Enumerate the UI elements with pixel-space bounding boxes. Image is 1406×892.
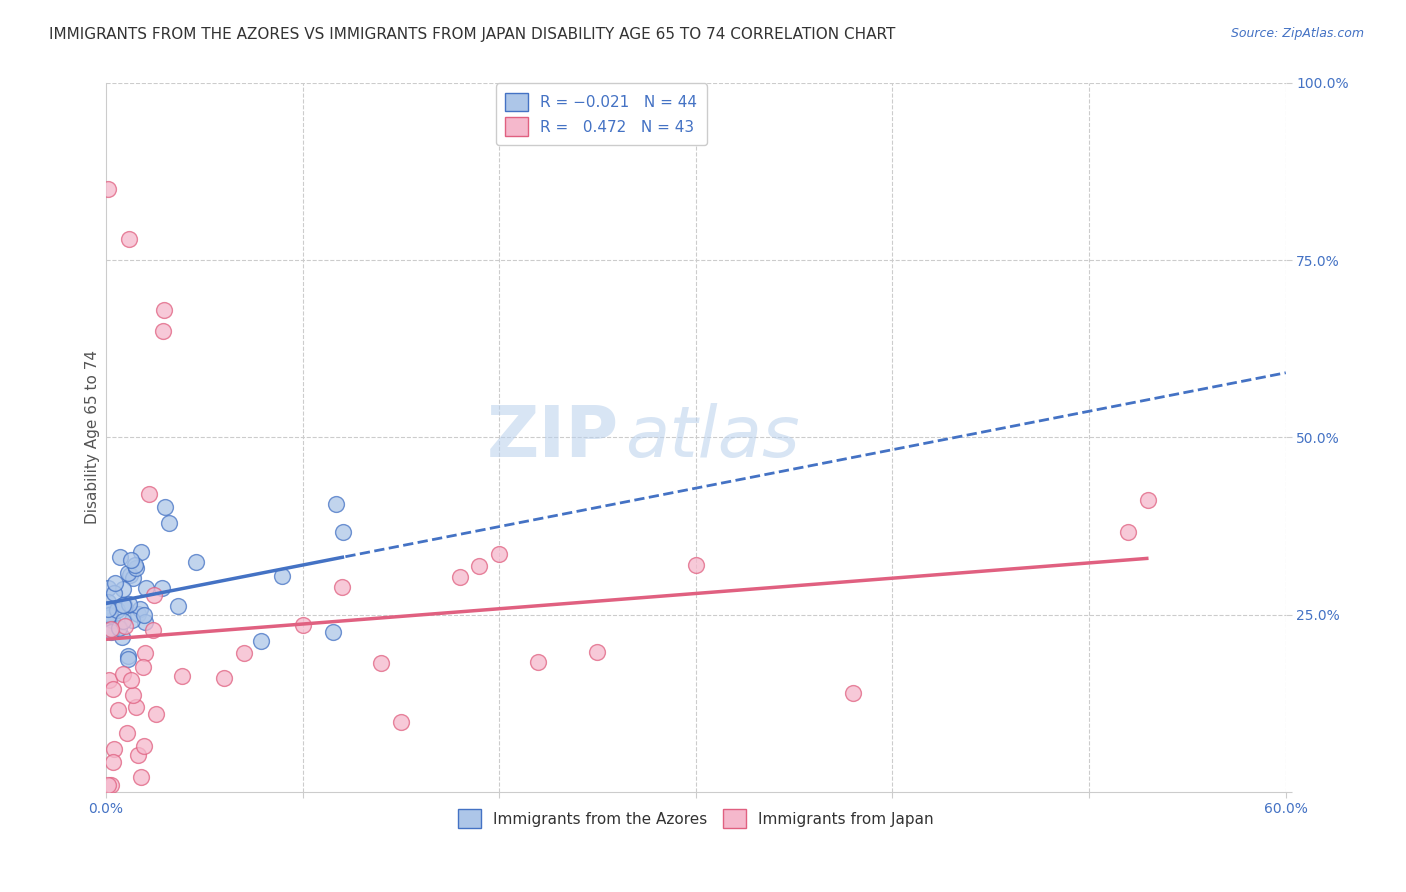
Point [122,572,145,586]
Point [98,607,121,622]
Point [100,622,122,636]
Point [685,558,707,573]
Point [125,700,148,714]
Point [135,581,157,595]
Point [112,599,135,613]
Point [291,618,314,632]
Point [103,585,125,599]
Point [117,652,139,666]
Point [129,544,152,558]
Point [325,497,347,511]
Point [172,669,194,683]
Point [153,500,176,515]
Point [332,525,354,540]
Point [100,778,122,792]
Point [114,619,136,633]
Point [122,688,145,702]
Point [131,770,153,784]
Point [117,232,139,246]
Point [134,615,156,629]
Point [101,682,124,697]
Point [103,742,125,756]
Point [117,566,139,580]
Point [97,182,120,196]
Point [112,598,135,612]
Point [103,755,125,769]
Point [97,602,120,616]
Point [468,558,491,573]
Point [167,599,190,614]
Point [212,671,235,685]
Point [111,582,134,597]
Point [370,656,392,670]
Point [128,602,150,616]
Point [449,570,471,584]
Point [105,602,128,616]
Point [527,655,550,669]
Point [107,703,129,717]
Point [842,686,865,700]
Text: ZIP: ZIP [486,403,619,472]
Point [100,624,122,639]
Legend: Immigrants from the Azores, Immigrants from Japan: Immigrants from the Azores, Immigrants f… [451,803,939,834]
Point [97,582,120,596]
Point [97,594,120,608]
Point [153,302,176,317]
Point [152,324,174,338]
Point [98,607,121,621]
Point [1137,493,1160,508]
Text: IMMIGRANTS FROM THE AZORES VS IMMIGRANTS FROM JAPAN DISABILITY AGE 65 TO 74 CORR: IMMIGRANTS FROM THE AZORES VS IMMIGRANTS… [49,27,896,42]
Point [184,555,207,569]
Point [132,660,155,674]
Point [127,748,149,763]
Point [488,547,510,561]
Point [97,778,120,792]
Point [120,673,142,687]
Point [142,624,165,638]
Point [104,575,127,590]
Point [111,614,134,628]
Point [586,645,609,659]
Point [98,673,121,687]
Point [108,549,131,564]
Point [145,706,167,721]
Point [124,558,146,572]
Point [134,607,156,622]
Point [143,588,166,602]
Point [127,607,149,622]
Point [134,646,156,660]
Point [138,487,160,501]
Point [97,622,120,636]
Text: Source: ZipAtlas.com: Source: ZipAtlas.com [1230,27,1364,40]
Point [101,613,124,627]
Point [322,624,344,639]
Point [111,630,134,644]
Point [132,739,155,753]
Point [120,552,142,566]
Point [117,648,139,663]
Point [1118,524,1140,539]
Point [232,646,254,660]
Point [330,580,353,594]
Text: atlas: atlas [626,403,800,472]
Point [118,567,141,582]
Point [157,516,180,530]
Point [150,581,173,595]
Point [112,667,135,681]
Point [115,725,138,739]
Point [117,597,139,611]
Y-axis label: Disability Age 65 to 74: Disability Age 65 to 74 [86,351,100,524]
Point [271,569,294,583]
Point [121,613,143,627]
Point [250,634,273,648]
Point [125,560,148,574]
Point [389,714,412,729]
Point [108,621,131,635]
